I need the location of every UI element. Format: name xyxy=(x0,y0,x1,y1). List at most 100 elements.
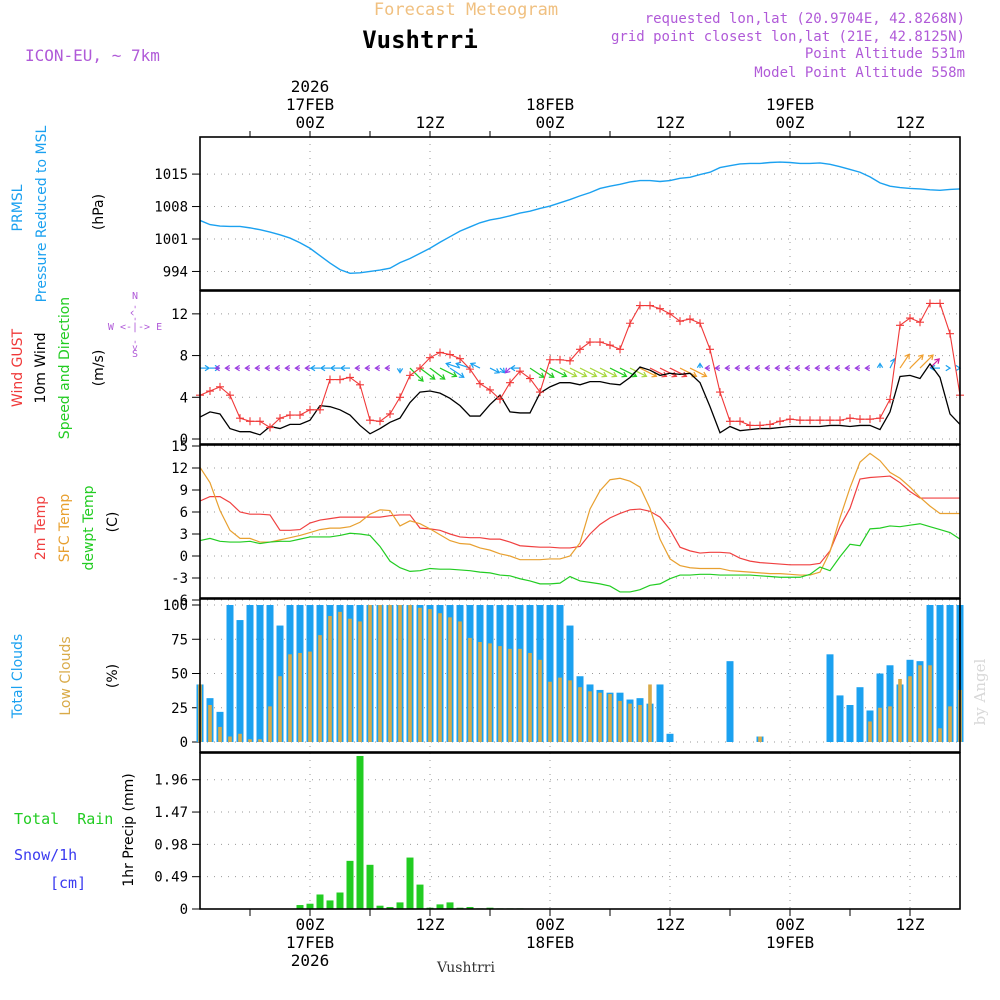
wind-vector-head xyxy=(571,371,578,378)
wind-speed-line xyxy=(199,362,961,436)
panel-frame xyxy=(199,598,961,753)
y-tick-label: 12 xyxy=(171,461,188,477)
wind-vector xyxy=(409,367,424,382)
panel-frame xyxy=(199,444,961,599)
total-cloud-bar xyxy=(546,605,554,742)
wind-vector xyxy=(284,364,290,372)
wind-vector xyxy=(304,364,310,372)
wind-vector xyxy=(274,364,280,372)
total-cloud-bar xyxy=(726,661,734,742)
wind-vector-head xyxy=(734,364,740,372)
y-tick-label: 994 xyxy=(163,264,188,280)
wind-vector-shaft xyxy=(679,367,697,377)
wind-vector xyxy=(200,364,211,372)
wind-vector xyxy=(804,364,810,372)
low-cloud-bar xyxy=(898,678,902,742)
bottom-date-label: 17FEB xyxy=(286,933,334,952)
wind-vector-head xyxy=(714,364,720,372)
low-cloud-bar xyxy=(248,739,252,742)
gust-marker xyxy=(636,301,644,310)
total-rain-label: Total Rain xyxy=(14,810,113,828)
wind-vector xyxy=(499,367,506,374)
rain-bar xyxy=(346,860,354,909)
wind-vector xyxy=(589,367,608,378)
wind-vector-head xyxy=(591,371,598,378)
gust-marker xyxy=(346,373,354,382)
panel-frame xyxy=(199,290,961,445)
gust-marker xyxy=(506,378,514,387)
wind-unit: (m/s) xyxy=(91,350,107,387)
gust-marker xyxy=(896,321,904,330)
wind-vector xyxy=(504,367,511,374)
y-tick-label: 0.49 xyxy=(154,870,188,886)
wind-vector-head xyxy=(309,364,316,372)
y-tick-label: 1.47 xyxy=(154,805,188,821)
wind-vector-head xyxy=(611,371,618,378)
low-cloud-bar xyxy=(498,646,502,742)
gust-marker xyxy=(706,345,714,354)
gust-marker xyxy=(206,387,214,396)
wind-vector xyxy=(909,354,924,369)
model-altitude: Model Point Altitude 558m xyxy=(754,65,965,81)
rain-bar xyxy=(386,907,394,909)
temp-unit: (C) xyxy=(105,512,121,533)
bottom-hour-label: 00Z xyxy=(776,915,805,934)
rain-bar xyxy=(446,902,454,909)
low-cloud-bar xyxy=(608,694,612,742)
y-tick-label: 0 xyxy=(180,549,188,565)
wind-vector-head xyxy=(204,364,211,372)
gust-marker xyxy=(446,350,454,359)
temp-2m-line xyxy=(199,475,960,566)
bottom-date-label: 18FEB xyxy=(526,933,574,952)
wind-vector xyxy=(264,364,270,372)
wind-vector-head xyxy=(744,364,750,372)
wind-vector-head xyxy=(304,364,310,372)
compass-n: N xyxy=(132,291,138,302)
y-tick-label: 3 xyxy=(180,527,188,543)
gust-marker xyxy=(286,411,294,420)
gust-marker xyxy=(726,417,734,426)
wind-vector xyxy=(364,364,370,372)
wind-vector xyxy=(696,362,704,369)
wind-vector-shaft xyxy=(619,367,637,377)
wind-vector-head xyxy=(661,371,668,378)
wind-vector xyxy=(569,367,588,378)
wind-vector-shaft xyxy=(470,362,481,369)
gust-marker xyxy=(266,423,274,432)
low-cloud-bar xyxy=(758,736,762,742)
total-clouds-label: Total Clouds xyxy=(10,634,26,719)
pressure-labels: PRMSL Pressure Reduced to MSL (hPa) xyxy=(10,125,107,302)
gust-marker xyxy=(586,338,594,347)
low-cloud-bar xyxy=(258,739,262,742)
wind-vector xyxy=(774,364,780,372)
precip-panel: 0 0.49 0.98 1.47 1.96 xyxy=(154,752,961,918)
y-tick-label: 1008 xyxy=(154,200,188,216)
wind-vector xyxy=(649,367,668,378)
gust-marker xyxy=(886,395,894,404)
pressure-unit: (hPa) xyxy=(91,194,107,230)
wind-vector xyxy=(429,367,446,380)
wind-vector-head xyxy=(445,361,452,368)
total-cloud-bar xyxy=(886,665,894,742)
gust-marker xyxy=(326,375,334,384)
wind-vector-head xyxy=(214,364,220,372)
wind-vector-shaft xyxy=(559,367,577,377)
gust-marker xyxy=(756,421,764,430)
wind-vector-shaft xyxy=(439,367,457,377)
low-cloud-bar xyxy=(338,611,342,742)
wind-vector xyxy=(794,364,800,372)
wind-vector-head xyxy=(284,364,290,372)
wind-vector-shaft xyxy=(589,367,607,377)
wind-vector-head xyxy=(864,364,870,372)
total-cloud-bar xyxy=(236,620,244,742)
prmsl-desc-label: Pressure Reduced to MSL xyxy=(34,125,50,302)
gust-marker xyxy=(786,415,794,424)
rain-bar xyxy=(406,857,414,909)
wind-vector xyxy=(844,364,850,372)
low-cloud-bar xyxy=(318,635,322,742)
wind-vector-head xyxy=(764,364,770,372)
low-cloud-bar xyxy=(298,652,302,742)
low-cloud-bar xyxy=(628,703,632,742)
wind-dir-label: Speed and Direction xyxy=(57,297,73,439)
